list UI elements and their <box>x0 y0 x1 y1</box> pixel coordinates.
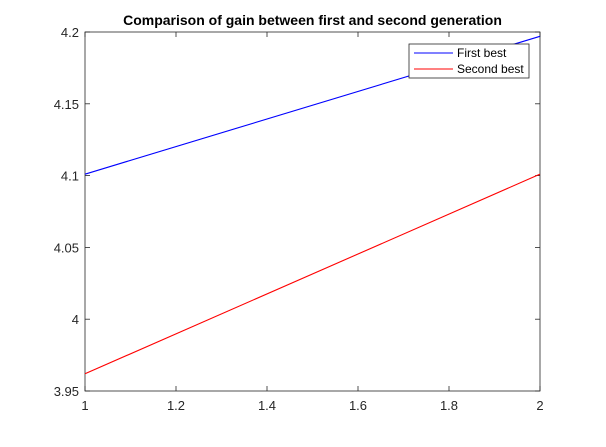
y-tick-label: 4 <box>72 312 79 327</box>
legend-label: Second best <box>457 62 524 76</box>
series-line-second-best <box>84 173 541 375</box>
x-tick-label: 1.6 <box>349 398 367 413</box>
y-tick-label: 4.2 <box>61 25 79 40</box>
x-tick-label: 1 <box>81 398 88 413</box>
x-tick-label: 1.2 <box>167 398 185 413</box>
y-axis: 3.95 4 4.05 4.1 4.15 4.2 <box>54 25 540 399</box>
legend: First best Second best <box>408 43 530 79</box>
plot-area <box>84 31 541 392</box>
x-tick-label: 1.4 <box>258 398 276 413</box>
y-tick-label: 4.1 <box>61 169 79 184</box>
y-tick-label: 3.95 <box>54 384 79 399</box>
chart-title: Comparison of gain between first and sec… <box>123 12 502 28</box>
axes-box <box>84 31 541 392</box>
x-tick-label: 1.8 <box>440 398 458 413</box>
x-axis: 1 1.2 1.4 1.6 1.8 2 <box>81 32 544 413</box>
legend-label: First best <box>457 46 507 60</box>
x-tick-label: 2 <box>536 398 543 413</box>
y-tick-label: 4.15 <box>54 97 79 112</box>
legend-box <box>408 43 530 79</box>
y-tick-label: 4.05 <box>54 240 79 255</box>
